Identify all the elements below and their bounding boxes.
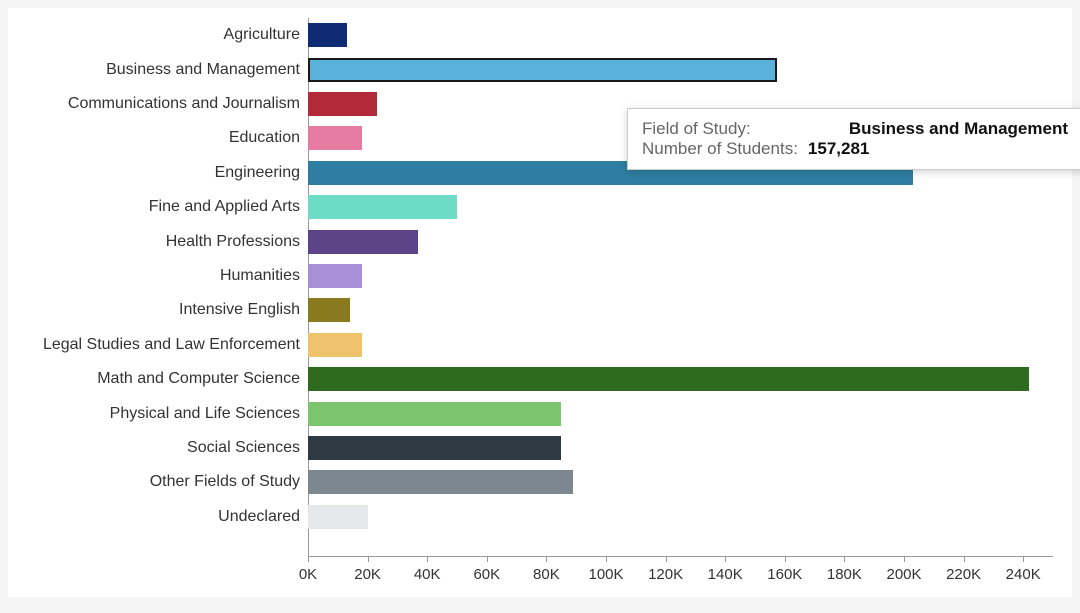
bar-row: Undeclared [308, 500, 1053, 534]
y-axis-label: Social Sciences [10, 440, 300, 456]
bar-row: Social Sciences [308, 431, 1053, 465]
bar[interactable] [308, 333, 362, 357]
bar[interactable] [308, 230, 418, 254]
x-tick-label: 60K [473, 566, 500, 583]
tooltip-field-value: Business and Management [849, 119, 1068, 139]
x-tick-label: 40K [414, 566, 441, 583]
bar[interactable] [308, 402, 561, 426]
bar-row: Legal Studies and Law Enforcement [308, 328, 1053, 362]
x-tick-label: 180K [827, 566, 862, 583]
x-tick-label: 120K [648, 566, 683, 583]
x-tick-mark [844, 556, 845, 562]
x-tick-label: 220K [946, 566, 981, 583]
x-tick-label: 160K [767, 566, 802, 583]
bar-row: Fine and Applied Arts [308, 190, 1053, 224]
bar-row: Business and Management [308, 52, 1053, 86]
tooltip: Field of Study: Business and Management … [627, 108, 1080, 170]
y-axis-label: Agriculture [10, 27, 300, 43]
x-tick-label: 0K [299, 566, 317, 583]
y-axis-label: Engineering [10, 165, 300, 181]
y-axis-label: Education [10, 130, 300, 146]
x-tick-label: 100K [588, 566, 623, 583]
x-tick-mark [666, 556, 667, 562]
x-tick-label: 240K [1006, 566, 1041, 583]
bar[interactable] [308, 195, 457, 219]
bar-row: Math and Computer Science [308, 362, 1053, 396]
x-tick-mark [725, 556, 726, 562]
y-axis-label: Health Professions [10, 234, 300, 250]
x-tick-mark [487, 556, 488, 562]
x-tick-label: 140K [708, 566, 743, 583]
y-axis-label: Business and Management [10, 62, 300, 78]
y-axis-label: Intensive English [10, 302, 300, 318]
bar[interactable] [308, 92, 377, 116]
y-axis-label: Physical and Life Sciences [10, 406, 300, 422]
y-axis-label: Math and Computer Science [10, 371, 300, 387]
y-axis-label: Communications and Journalism [10, 96, 300, 112]
bar-row: Other Fields of Study [308, 465, 1053, 499]
bar[interactable] [308, 58, 777, 82]
x-baseline [308, 556, 1053, 557]
x-tick-mark [606, 556, 607, 562]
tooltip-field-label: Field of Study: [642, 119, 761, 139]
chart-container: AgricultureBusiness and ManagementCommun… [8, 8, 1072, 597]
tooltip-value-label: Number of Students: [642, 139, 808, 159]
bar[interactable] [308, 298, 350, 322]
bar-row: Physical and Life Sciences [308, 396, 1053, 430]
y-axis-label: Humanities [10, 268, 300, 284]
y-axis-label: Legal Studies and Law Enforcement [10, 337, 300, 353]
y-axis-label: Fine and Applied Arts [10, 199, 300, 215]
x-tick-label: 200K [886, 566, 921, 583]
x-tick-mark [785, 556, 786, 562]
x-tick-mark [964, 556, 965, 562]
x-tick-label: 80K [533, 566, 560, 583]
bar[interactable] [308, 126, 362, 150]
bar[interactable] [308, 367, 1029, 391]
plot-area: AgricultureBusiness and ManagementCommun… [308, 18, 1053, 558]
y-axis-label: Other Fields of Study [10, 474, 300, 490]
x-tick-mark [427, 556, 428, 562]
bar-row: Humanities [308, 259, 1053, 293]
tooltip-value: 157,281 [808, 139, 869, 159]
bar[interactable] [308, 505, 368, 529]
x-tick-mark [368, 556, 369, 562]
x-tick-mark [904, 556, 905, 562]
bar[interactable] [308, 436, 561, 460]
bar[interactable] [308, 23, 347, 47]
x-tick-mark [308, 556, 309, 562]
x-tick-mark [546, 556, 547, 562]
bar[interactable] [308, 470, 573, 494]
bar[interactable] [308, 264, 362, 288]
bar-row: Health Professions [308, 224, 1053, 258]
x-tick-label: 20K [354, 566, 381, 583]
bar-row: Agriculture [308, 18, 1053, 52]
y-axis-label: Undeclared [10, 509, 300, 525]
x-axis: 0K20K40K60K80K100K120K140K160K180K200K22… [308, 558, 1053, 598]
x-tick-mark [1023, 556, 1024, 562]
bar-row: Intensive English [308, 293, 1053, 327]
